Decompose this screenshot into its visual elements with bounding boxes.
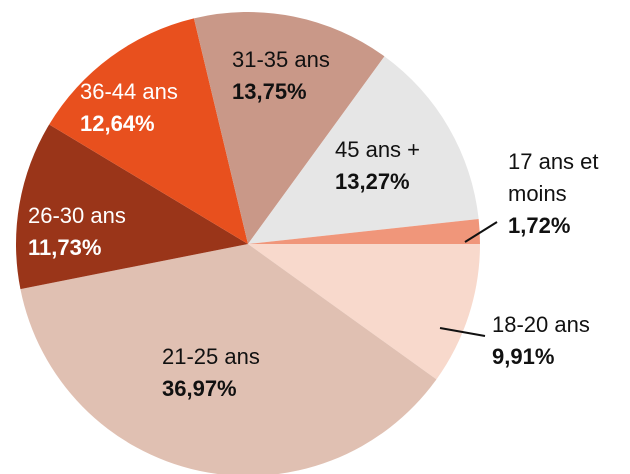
slice-label: 45 ans + 13,27% — [335, 134, 420, 198]
value-label: 9,91% — [492, 344, 555, 369]
pie-slice — [49, 18, 249, 244]
pie-slice — [248, 56, 479, 244]
category-label: 36-44 ans — [80, 79, 178, 104]
slice-label: 26-30 ans 11,73% — [28, 200, 126, 264]
slice-label: 18-20 ans 9,91% — [492, 309, 590, 373]
pie-slice — [248, 244, 480, 380]
slice-label: 31-35 ans 13,75% — [232, 44, 330, 108]
category-label: 31-35 ans — [232, 47, 330, 72]
pie-slice — [20, 244, 437, 474]
value-label: 12,64% — [80, 111, 155, 136]
slice-label: 21-25 ans 36,97% — [162, 341, 260, 405]
category-label: 17 ans et moins — [508, 149, 599, 206]
pie-slice — [248, 218, 480, 244]
leader-line — [464, 221, 498, 243]
slice-label: 36-44 ans 12,64% — [80, 76, 178, 140]
value-label: 11,73% — [28, 235, 102, 260]
slice-label: 17 ans et moins 1,72% — [508, 146, 618, 242]
value-label: 13,27% — [335, 169, 410, 194]
category-label: 45 ans + — [335, 137, 421, 162]
pie-slice — [193, 12, 385, 244]
value-label: 1,72% — [508, 213, 571, 238]
value-label: 13,75% — [232, 79, 307, 104]
category-label: 18-20 ans — [492, 312, 590, 337]
leader-line — [439, 327, 486, 337]
category-label: 26-30 ans — [28, 203, 126, 228]
pie-slice — [16, 124, 249, 290]
value-label: 36,97% — [162, 376, 237, 401]
category-label: 21-25 ans — [162, 344, 260, 369]
